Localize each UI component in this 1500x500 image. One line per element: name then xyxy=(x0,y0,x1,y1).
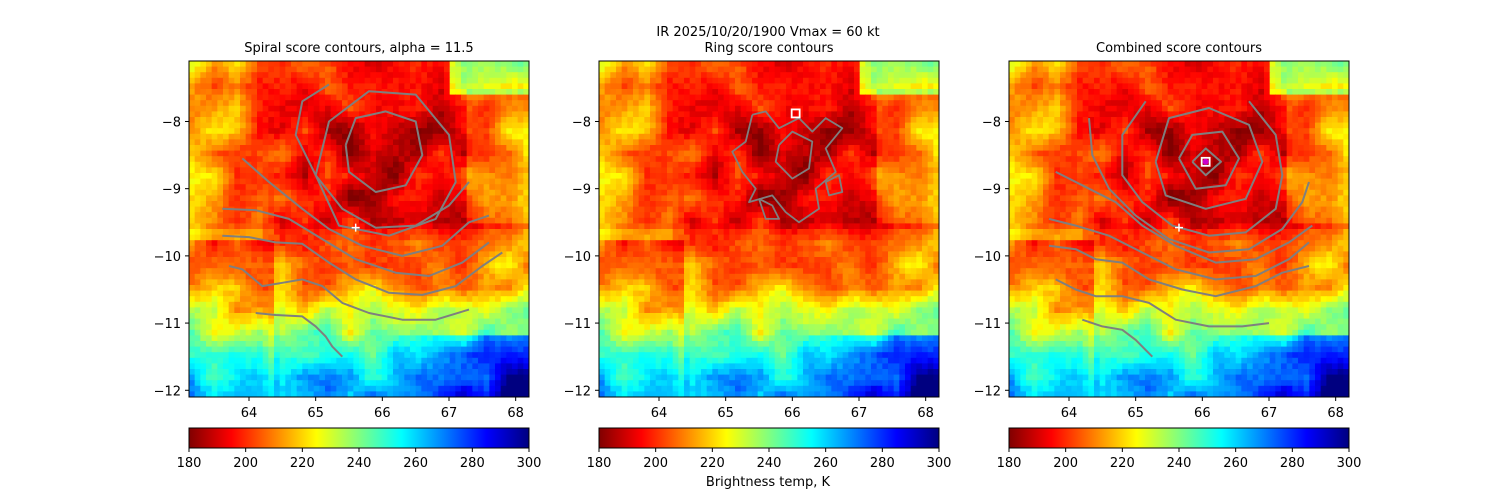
colorbar-tick-label: 260 xyxy=(813,456,838,471)
colorbar-tick-label: 280 xyxy=(870,456,895,471)
colorbar-tick-label: 240 xyxy=(1167,456,1192,471)
chart-panel-3: Combined score contours 64 65 66 67 68 −8 −9 −10… xyxy=(974,41,1362,471)
axes-frame xyxy=(188,60,530,398)
panel-title: Combined score contours xyxy=(1096,41,1262,56)
colorbar xyxy=(1008,427,1350,449)
colorbar-tick-label: 220 xyxy=(1110,456,1135,471)
figure-suptitle: IR 2025/10/20/1900 Vmax = 60 kt xyxy=(656,25,879,40)
center-guess-marker xyxy=(351,223,360,232)
colorbar-tick-label: 180 xyxy=(587,456,612,471)
contour-line xyxy=(222,234,503,296)
colorbar-tick-label: 300 xyxy=(517,456,542,471)
contour-line xyxy=(1048,244,1310,298)
colorbar-tick-label: 200 xyxy=(233,456,258,471)
y-tick-label: −9 xyxy=(162,183,181,198)
x-tick-label: 65 xyxy=(1127,406,1144,421)
estimated-center-marker xyxy=(1200,156,1211,167)
center-guess-marker xyxy=(1175,223,1183,232)
contour-line xyxy=(1081,318,1154,358)
y-tick-label: −8 xyxy=(982,115,1001,130)
y-tick-label: −9 xyxy=(572,183,591,198)
colorbar-tick-label: 220 xyxy=(290,456,315,471)
colorbar-tick-label: 180 xyxy=(177,456,202,471)
contour-line xyxy=(758,197,780,220)
colorbar-label: Brightness temp, K xyxy=(706,475,831,490)
colorbar-tick-label: 280 xyxy=(1280,456,1305,471)
contour-line xyxy=(1088,118,1310,254)
y-tick-label: −11 xyxy=(974,317,1001,332)
panel-title: Ring score contours xyxy=(704,41,833,56)
x-tick-label: 64 xyxy=(651,406,668,421)
y-tick-label: −11 xyxy=(154,317,181,332)
x-tick-label: 68 xyxy=(507,406,524,421)
colorbar-tick-label: 300 xyxy=(927,456,952,471)
y-tick-label: −9 xyxy=(982,183,1001,198)
score-contours xyxy=(222,83,503,358)
heatmap xyxy=(189,61,529,397)
chart-panel-2: Ring score contours 64 65 66 67 68 −8 −9 −10 −11 −… xyxy=(564,41,952,471)
y-tick-label: −8 xyxy=(572,115,591,130)
x-tick-label: 67 xyxy=(851,406,868,421)
colorbar-tick-label: 200 xyxy=(643,456,668,471)
x-tick-label: 64 xyxy=(1061,406,1078,421)
contour-line xyxy=(824,174,844,197)
score-contours xyxy=(731,110,844,224)
axes-frame xyxy=(1008,60,1350,398)
contour-line xyxy=(228,265,470,321)
colorbar-tick-label: 260 xyxy=(403,456,428,471)
y-tick-label: −11 xyxy=(564,317,591,332)
colorbar-tick-label: 180 xyxy=(997,456,1022,471)
x-tick-label: 67 xyxy=(1261,406,1278,421)
contour-line xyxy=(1121,100,1284,237)
combined-center-marker xyxy=(1202,158,1209,165)
score-contours xyxy=(1048,100,1313,358)
y-tick-label: −10 xyxy=(974,250,1001,265)
y-tick-label: −10 xyxy=(154,250,181,265)
contour-line xyxy=(1048,217,1310,281)
colorbar-tick-label: 220 xyxy=(700,456,725,471)
contour-line xyxy=(1154,107,1264,210)
contour-line xyxy=(255,312,344,358)
x-tick-label: 65 xyxy=(307,406,324,421)
y-tick-label: −12 xyxy=(154,384,181,399)
x-tick-label: 68 xyxy=(1327,406,1344,421)
x-tick-label: 64 xyxy=(241,406,258,421)
contour-line xyxy=(314,90,457,237)
y-tick-label: −8 xyxy=(162,115,181,130)
colorbar xyxy=(598,427,940,449)
contour-line xyxy=(1055,278,1270,328)
estimated-center-marker xyxy=(790,108,801,119)
contour-line xyxy=(1191,147,1222,177)
contour-line xyxy=(294,83,470,229)
contour-line xyxy=(241,157,490,257)
contour-line xyxy=(774,130,814,180)
contour-line xyxy=(1178,130,1240,190)
colorbar-tick-label: 240 xyxy=(347,456,372,471)
x-tick-label: 67 xyxy=(441,406,458,421)
colorbar-tick-label: 280 xyxy=(460,456,485,471)
contour-line xyxy=(731,110,844,224)
colorbar-tick-label: 260 xyxy=(1223,456,1248,471)
colorbar-tick-label: 200 xyxy=(1053,456,1078,471)
chart-panel-1: Spiral score contours, alpha = 11.5 64 65 6… xyxy=(154,41,542,471)
contour-line xyxy=(222,207,490,277)
axes-frame xyxy=(598,60,940,398)
contour-line xyxy=(1055,171,1313,264)
x-tick-label: 68 xyxy=(917,406,934,421)
colorbar-tick-label: 300 xyxy=(1337,456,1362,471)
x-tick-label: 65 xyxy=(717,406,734,421)
panel-title: Spiral score contours, alpha = 11.5 xyxy=(244,41,473,56)
contour-line xyxy=(344,110,424,193)
y-tick-label: −10 xyxy=(564,250,591,265)
x-tick-label: 66 xyxy=(784,406,801,421)
colorbar xyxy=(188,427,530,449)
colorbar-tick-label: 240 xyxy=(757,456,782,471)
y-tick-label: −12 xyxy=(564,384,591,399)
heatmap xyxy=(599,61,939,397)
y-tick-label: −12 xyxy=(974,384,1001,399)
x-tick-label: 66 xyxy=(374,406,391,421)
x-tick-label: 66 xyxy=(1194,406,1211,421)
